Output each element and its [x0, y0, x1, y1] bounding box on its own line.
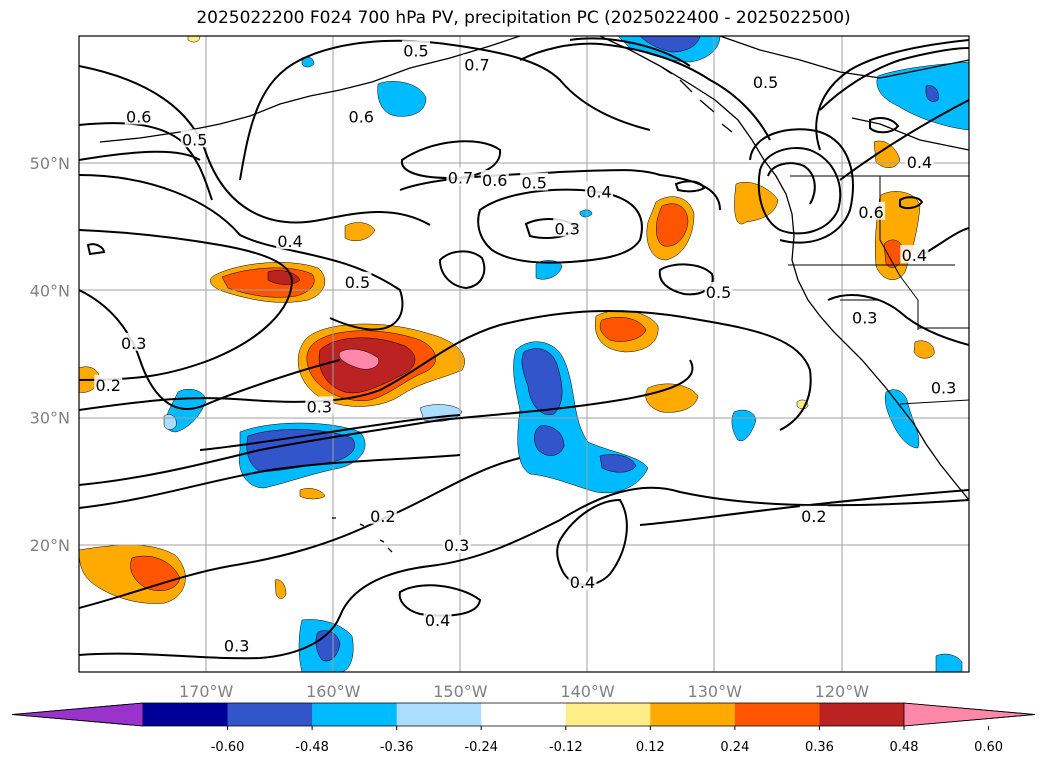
contour-label: 0.5 [706, 283, 731, 302]
latitude-labels: 50°N 40°N 30°N 20°N [30, 154, 70, 555]
contour-label: 0.2 [96, 376, 121, 395]
contour-label-bg [480, 170, 509, 189]
colorbar-tick-label: 0.12 [636, 740, 665, 755]
colorbar-swatch [650, 703, 736, 726]
longitude-label: 170°W [179, 682, 234, 701]
contour-label: 0.6 [349, 107, 374, 126]
contour-label: 0.4 [907, 153, 932, 172]
colorbar-swatch [143, 703, 229, 726]
contour-label-bg [751, 72, 780, 91]
colorbar-tick-label: -0.24 [464, 740, 498, 755]
contour-label-bg [850, 307, 879, 326]
contour-label: 0.3 [931, 378, 956, 397]
contour-label-bg [462, 54, 491, 73]
pv-contours [79, 37, 969, 660]
contour-label-bg [446, 167, 475, 186]
precipitation-fill [79, 36, 969, 672]
contour-label: 0.7 [464, 55, 489, 74]
longitude-label: 120°W [815, 682, 870, 701]
contour-label-bg [585, 181, 614, 200]
colorbar-tick-label: -0.60 [211, 740, 245, 755]
contour-label-bg [180, 129, 209, 148]
contour-label-bg [704, 281, 733, 300]
colorbar-tick-label: -0.48 [295, 740, 329, 755]
contour-label-bg [305, 396, 334, 415]
colorbar: -0.60 -0.48 -0.36 -0.24 -0.12 0.12 0.24 0.36 0.4… [11, 702, 1036, 755]
colorbar-tick-label: 0.60 [974, 740, 1003, 755]
colorbar-swatch [565, 703, 651, 726]
contour-label-bg [94, 374, 123, 393]
longitude-label: 150°W [433, 682, 488, 701]
latitude-label: 40°N [30, 281, 70, 300]
map-title: 2025022200 F024 700 hPa PV, precipitatio… [196, 8, 851, 28]
colorbar-swatch [227, 703, 313, 726]
contour-label: 0.6 [858, 203, 883, 222]
contour-label-bg [553, 218, 582, 237]
contour-label-bg [799, 505, 828, 524]
colorbar-swatch [819, 703, 905, 726]
contour-label: 0.3 [121, 334, 146, 353]
latitude-label: 30°N [30, 409, 70, 428]
contour-label: 0.3 [852, 308, 877, 327]
contour-label-bg [343, 271, 372, 290]
contour-labels: 0.5 0.7 0.5 0.6 0.6 0.5 0.4 0.7 0.6 0.5 0.4 0.6 0.3 0… [94, 40, 958, 656]
colorbar-tick-label: 0.36 [805, 740, 834, 755]
colorbar-swatch [734, 703, 820, 726]
contour-label-bg [368, 505, 397, 524]
contour-label: 0.5 [403, 41, 428, 60]
latitude-label: 20°N [30, 536, 70, 555]
contour-label-bg [442, 535, 471, 554]
contour-label: 0.5 [182, 130, 207, 149]
contour-label: 0.2 [370, 507, 395, 526]
contour-label: 0.3 [555, 219, 580, 238]
colorbar-extend-high [903, 702, 1036, 727]
contour-label-bg [520, 172, 549, 191]
colorbar-tick-label: 0.24 [720, 740, 749, 755]
longitude-label: 130°W [688, 682, 743, 701]
map-frame [78, 35, 970, 673]
colorbar-extend-low [11, 702, 144, 727]
colorbar-swatch [312, 703, 398, 726]
contour-label: 0.4 [586, 182, 611, 201]
contour-label: 0.4 [277, 232, 302, 251]
contour-label: 0.2 [801, 507, 826, 526]
colorbar-tick-label: -0.36 [380, 740, 414, 755]
contour-label: 0.6 [126, 107, 151, 126]
contour-label-bg [276, 231, 305, 250]
colorbar-tick-label: 0.48 [890, 740, 919, 755]
contour-label-bg [568, 571, 597, 590]
contour-label-bg [222, 635, 251, 654]
contour-label-bg [401, 40, 430, 59]
contour-label: 0.4 [425, 611, 450, 630]
contour-label-bg [905, 152, 934, 171]
longitude-label: 160°W [306, 682, 361, 701]
contour-label: 0.5 [521, 174, 546, 193]
colorbar-outline [11, 702, 1036, 727]
contour-label: 0.3 [307, 397, 332, 416]
contour-label-bg [347, 106, 376, 125]
contour-label: 0.5 [753, 73, 778, 92]
contour-label: 0.3 [224, 637, 249, 656]
latitude-label: 50°N [30, 154, 70, 173]
longitude-labels: 170°W 160°W 150°W 140°W 130°W 120°W [179, 682, 869, 701]
contour-label: 0.4 [902, 246, 927, 265]
colorbar-swatch [481, 703, 567, 726]
contour-label: 0.7 [448, 168, 473, 187]
contour-label: 0.6 [482, 171, 507, 190]
longitude-label: 140°W [560, 682, 615, 701]
contour-label-bg [119, 332, 148, 351]
contour-label-bg [900, 245, 929, 264]
contour-label: 0.4 [570, 573, 595, 592]
contour-label-bg [423, 610, 452, 629]
coastlines [99, 36, 969, 553]
colorbar-tick-label: -0.12 [549, 740, 583, 755]
contour-label-bg [124, 106, 153, 125]
gridlines [79, 36, 969, 672]
colorbar-swatch [396, 703, 482, 726]
contour-label-bg [857, 201, 886, 220]
contour-label-bg [929, 377, 958, 396]
contour-label: 0.5 [345, 273, 370, 292]
contour-label: 0.3 [444, 536, 469, 555]
